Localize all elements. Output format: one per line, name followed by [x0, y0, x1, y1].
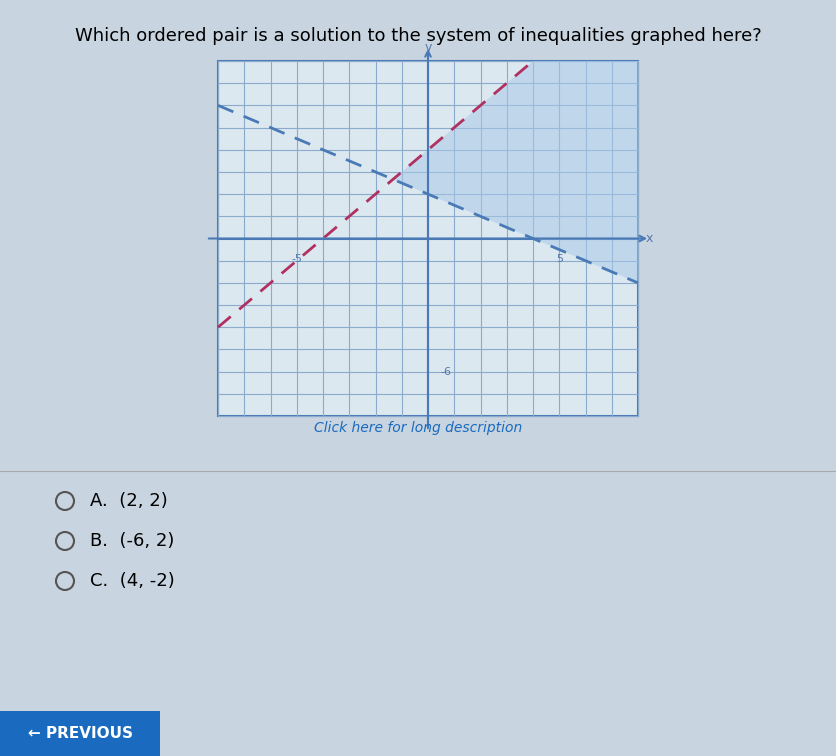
Text: ← PREVIOUS: ← PREVIOUS [28, 727, 132, 742]
Text: B.  (-6, 2): B. (-6, 2) [90, 532, 175, 550]
Text: -5: -5 [291, 253, 303, 264]
Text: Click here for long description: Click here for long description [314, 421, 522, 435]
Text: Which ordered pair is a solution to the system of inequalities graphed here?: Which ordered pair is a solution to the … [74, 27, 762, 45]
Text: -6: -6 [440, 367, 451, 376]
Polygon shape [393, 61, 638, 283]
Text: C.  (4, -2): C. (4, -2) [90, 572, 175, 590]
Text: x: x [646, 232, 653, 245]
Bar [218, 61, 638, 416]
Text: y: y [425, 42, 431, 54]
Text: A.  (2, 2): A. (2, 2) [90, 492, 168, 510]
Text: 5: 5 [556, 253, 563, 264]
Bar [0, 711, 160, 756]
